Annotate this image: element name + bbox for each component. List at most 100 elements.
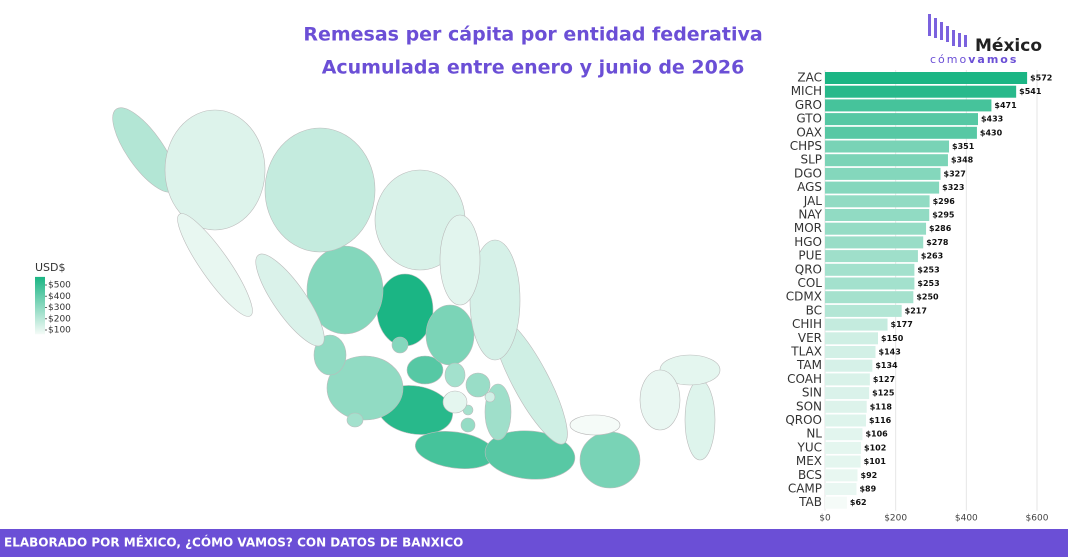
map-state — [444, 362, 466, 388]
legend-tick-label: $400 — [48, 292, 71, 302]
value-label: $471 — [994, 101, 1017, 110]
bar — [825, 455, 861, 468]
bar — [825, 304, 902, 317]
map-state — [465, 372, 491, 398]
map-state — [391, 336, 409, 354]
value-label: $572 — [1030, 74, 1052, 83]
value-label: $295 — [932, 211, 955, 220]
x-tick-label: $0 — [819, 514, 831, 524]
value-label: $433 — [981, 115, 1003, 124]
value-label: $106 — [865, 430, 888, 439]
map-state — [326, 355, 404, 421]
y-tick-label: YUC — [797, 440, 823, 454]
value-label: $278 — [926, 238, 949, 247]
value-label: $127 — [873, 375, 895, 384]
value-label: $327 — [944, 169, 966, 178]
bar — [825, 85, 1017, 98]
value-label: $286 — [929, 224, 952, 233]
value-label: $101 — [864, 457, 887, 466]
map-state — [439, 214, 481, 306]
bar — [825, 332, 878, 345]
bar — [825, 483, 857, 495]
bar — [825, 263, 915, 276]
legend-tick-label: $200 — [48, 314, 71, 324]
y-tick-label: BC — [806, 303, 822, 317]
bar — [825, 428, 863, 441]
bar — [825, 469, 858, 482]
map-state — [164, 109, 266, 231]
bar — [825, 359, 873, 372]
bar — [825, 441, 862, 454]
map-state — [639, 369, 681, 431]
y-tick-label: TAM — [796, 358, 822, 372]
bar — [825, 154, 948, 167]
map-state — [469, 239, 521, 361]
y-tick-label: COL — [797, 276, 822, 290]
y-tick-label: MOR — [794, 221, 822, 235]
y-tick-label: CAMP — [788, 482, 822, 496]
chart-title: Remesas per cápita por entidad federativ… — [303, 24, 762, 46]
map-state — [425, 304, 475, 366]
value-label: $102 — [864, 443, 886, 452]
map-state — [376, 273, 434, 347]
y-tick-label: GTO — [796, 112, 822, 126]
map-state — [177, 213, 253, 317]
value-label: $217 — [905, 306, 927, 315]
map-state — [484, 391, 496, 403]
bar — [825, 277, 915, 290]
y-tick-label: OAX — [796, 125, 822, 139]
footer-text: ELABORADO POR MÉXICO, ¿CÓMO VAMOS? CON D… — [4, 535, 463, 550]
y-tick-label: MICH — [791, 84, 822, 98]
value-label: $348 — [951, 156, 974, 165]
legend-tick-label: $300 — [48, 303, 71, 313]
map-state — [484, 430, 576, 480]
logo-tag: cómovamos — [930, 53, 1018, 66]
colorbar — [35, 276, 45, 335]
y-tick-label: BCS — [798, 468, 822, 482]
map-state — [406, 355, 444, 385]
value-label: $62 — [850, 498, 867, 507]
value-label: $150 — [881, 334, 904, 343]
bar — [825, 113, 978, 126]
y-tick-label: SON — [796, 399, 822, 413]
bar — [825, 72, 1028, 84]
value-label: $253 — [917, 279, 939, 288]
value-label: $253 — [917, 265, 939, 274]
footer-bar — [0, 529, 1068, 557]
chart-subtitle: Acumulada entre enero y junio de 2026 — [322, 57, 745, 79]
value-label: $143 — [879, 348, 901, 357]
value-label: $92 — [861, 471, 878, 480]
value-label: $250 — [916, 293, 939, 302]
x-tick-label: $600 — [1026, 514, 1049, 524]
bar — [825, 167, 941, 180]
y-tick-label: PUE — [798, 249, 822, 263]
value-label: $323 — [942, 183, 964, 192]
value-label: $351 — [952, 142, 975, 151]
y-tick-label: VER — [798, 331, 822, 345]
y-tick-label: NL — [806, 427, 822, 441]
y-tick-label: SIN — [802, 386, 822, 400]
map-state — [579, 431, 641, 489]
bar — [825, 140, 950, 153]
y-tick-label: COAH — [787, 372, 822, 386]
logo-name: México — [975, 36, 1042, 56]
bar — [825, 195, 930, 208]
x-tick-label: $400 — [955, 514, 978, 524]
logo-icon — [928, 14, 967, 47]
value-label: $263 — [921, 252, 943, 261]
y-tick-label: DGO — [794, 166, 822, 180]
y-tick-label: MEX — [796, 454, 822, 468]
bar — [825, 400, 867, 413]
y-tick-label: ZAC — [797, 71, 822, 85]
bar — [825, 209, 930, 221]
map-state — [684, 379, 716, 461]
bar — [825, 346, 876, 358]
value-label: $89 — [859, 485, 876, 494]
map-state — [569, 414, 621, 436]
y-tick-label: NAY — [798, 208, 822, 222]
map-state — [346, 412, 364, 428]
y-tick-label: CHPS — [790, 139, 822, 153]
y-tick-label: CHIH — [792, 317, 822, 331]
y-tick-label: TLAX — [790, 345, 822, 359]
